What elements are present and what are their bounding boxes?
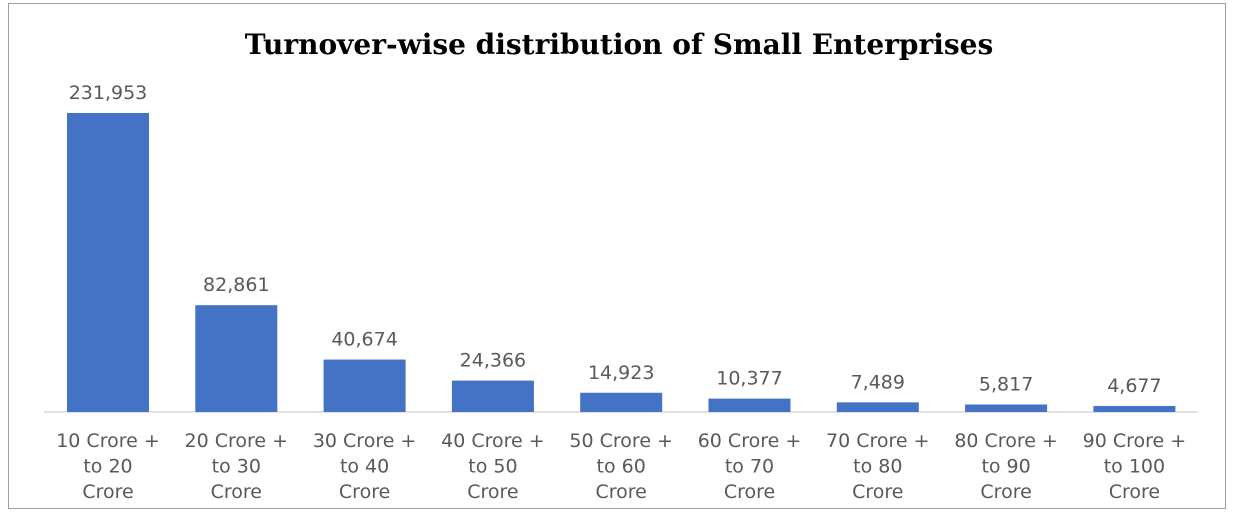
bar-3 xyxy=(452,381,534,412)
data-label-1: 82,861 xyxy=(203,274,269,296)
category-label-2-line-2: Crore xyxy=(339,481,390,503)
category-label-3-line-1: to 50 xyxy=(468,456,517,478)
data-label-7: 5,817 xyxy=(979,374,1033,396)
category-label-8-line-0: 90 Crore + xyxy=(1083,430,1187,452)
category-label-3-line-2: Crore xyxy=(467,481,518,503)
bar-2 xyxy=(324,360,406,412)
data-label-6: 7,489 xyxy=(851,371,905,393)
bar-1 xyxy=(195,305,277,412)
bar-5 xyxy=(709,399,791,412)
data-label-4: 14,923 xyxy=(588,362,654,384)
bar-4 xyxy=(580,393,662,412)
category-label-2-line-0: 30 Crore + xyxy=(313,430,417,452)
category-label-7-line-2: Crore xyxy=(980,481,1031,503)
data-label-3: 24,366 xyxy=(460,350,526,372)
data-label-8: 4,677 xyxy=(1107,375,1161,397)
category-label-5-line-1: to 70 xyxy=(725,456,774,478)
category-label-4-line-1: to 60 xyxy=(597,456,646,478)
category-label-5-line-2: Crore xyxy=(724,481,775,503)
category-label-4-line-2: Crore xyxy=(596,481,647,503)
category-label-8-line-2: Crore xyxy=(1109,481,1160,503)
bar-6 xyxy=(837,402,919,412)
category-label-8-line-1: to 100 xyxy=(1104,456,1165,478)
category-label-0-line-1: to 20 xyxy=(83,456,132,478)
category-label-1-line-0: 20 Crore + xyxy=(185,430,289,452)
category-label-6-line-1: to 80 xyxy=(853,456,902,478)
category-label-1-line-2: Crore xyxy=(211,481,262,503)
category-label-6-line-2: Crore xyxy=(852,481,903,503)
category-label-7-line-1: to 90 xyxy=(981,456,1030,478)
data-label-0: 231,953 xyxy=(69,82,148,104)
bar-7 xyxy=(965,405,1047,412)
bar-8 xyxy=(1093,406,1175,412)
category-label-3-line-0: 40 Crore + xyxy=(441,430,545,452)
category-label-7-line-0: 80 Crore + xyxy=(954,430,1058,452)
data-label-5: 10,377 xyxy=(716,368,782,390)
category-label-0-line-2: Crore xyxy=(82,481,133,503)
category-label-1-line-1: to 30 xyxy=(212,456,261,478)
data-label-2: 40,674 xyxy=(331,329,397,351)
category-label-2-line-1: to 40 xyxy=(340,456,389,478)
category-label-4-line-0: 50 Crore + xyxy=(569,430,673,452)
bar-0 xyxy=(67,113,149,412)
category-label-0-line-0: 10 Crore + xyxy=(56,430,160,452)
category-label-5-line-0: 60 Crore + xyxy=(698,430,802,452)
category-label-6-line-0: 70 Crore + xyxy=(826,430,930,452)
